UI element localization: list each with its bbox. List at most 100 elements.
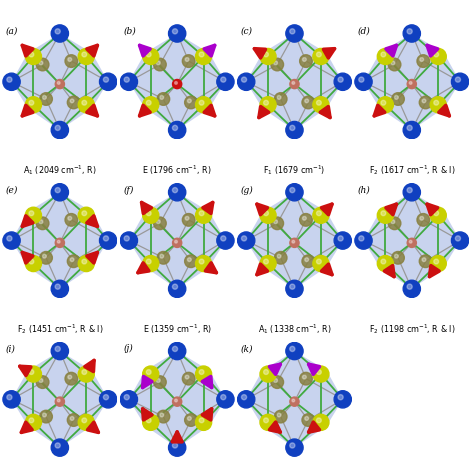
Circle shape (290, 29, 295, 34)
Circle shape (7, 236, 12, 241)
Text: E (1796 cm$^{-1}$, R): E (1796 cm$^{-1}$, R) (143, 164, 212, 177)
Circle shape (359, 236, 364, 241)
Circle shape (39, 61, 43, 65)
Circle shape (173, 80, 182, 89)
Circle shape (305, 99, 309, 103)
Circle shape (434, 100, 438, 105)
Text: F$_1$ (1679 cm$^{-1}$): F$_1$ (1679 cm$^{-1}$) (264, 164, 326, 177)
Circle shape (196, 207, 211, 223)
Circle shape (338, 394, 343, 400)
Circle shape (182, 214, 195, 226)
Circle shape (7, 394, 12, 400)
Circle shape (29, 418, 34, 423)
Circle shape (377, 97, 393, 113)
Circle shape (381, 211, 386, 216)
Circle shape (391, 61, 395, 65)
Circle shape (377, 255, 393, 272)
Circle shape (313, 366, 329, 382)
Circle shape (40, 410, 52, 423)
Circle shape (36, 58, 49, 71)
Polygon shape (246, 192, 343, 289)
Circle shape (51, 280, 68, 298)
Text: F$_2$ (1617 cm$^{-1}$, R & I): F$_2$ (1617 cm$^{-1}$, R & I) (368, 164, 455, 177)
Circle shape (78, 48, 94, 64)
Circle shape (160, 255, 164, 258)
Circle shape (286, 25, 303, 42)
Circle shape (381, 100, 386, 105)
Circle shape (264, 211, 268, 216)
Circle shape (143, 207, 159, 223)
Circle shape (160, 413, 164, 417)
Circle shape (51, 121, 68, 139)
Text: A$_1$ (2049 cm$^{-1}$, R): A$_1$ (2049 cm$^{-1}$, R) (23, 164, 97, 177)
Circle shape (422, 99, 426, 103)
Circle shape (70, 417, 74, 420)
Text: (a): (a) (6, 27, 18, 36)
Circle shape (277, 96, 281, 100)
Circle shape (173, 346, 178, 352)
Circle shape (103, 394, 109, 400)
Circle shape (260, 97, 276, 113)
Circle shape (290, 284, 295, 289)
Circle shape (25, 207, 41, 223)
Circle shape (169, 342, 186, 360)
Circle shape (103, 236, 109, 241)
Circle shape (451, 232, 469, 249)
Circle shape (403, 25, 420, 42)
Circle shape (100, 73, 117, 91)
Circle shape (377, 48, 393, 64)
Circle shape (407, 125, 412, 130)
Polygon shape (11, 34, 108, 130)
Circle shape (174, 82, 177, 84)
Circle shape (381, 52, 386, 57)
Circle shape (430, 97, 447, 113)
Circle shape (173, 397, 182, 406)
Text: (j): (j) (123, 344, 133, 353)
Circle shape (169, 439, 186, 456)
Polygon shape (129, 192, 226, 289)
Circle shape (313, 255, 329, 272)
Circle shape (29, 52, 34, 57)
Circle shape (157, 410, 170, 423)
Circle shape (78, 97, 94, 113)
Circle shape (82, 259, 87, 264)
Circle shape (420, 217, 424, 220)
Circle shape (65, 214, 78, 226)
Polygon shape (11, 192, 108, 289)
Circle shape (156, 61, 160, 65)
Circle shape (70, 99, 74, 103)
Circle shape (302, 58, 306, 62)
Circle shape (199, 370, 204, 374)
Text: A$_1$ (1338 cm$^{-1}$, R): A$_1$ (1338 cm$^{-1}$, R) (257, 322, 331, 336)
Circle shape (290, 238, 299, 247)
Circle shape (143, 48, 159, 64)
Circle shape (286, 439, 303, 456)
Circle shape (156, 220, 160, 224)
Circle shape (317, 259, 321, 264)
Circle shape (392, 93, 404, 105)
Circle shape (277, 413, 281, 417)
Circle shape (199, 52, 204, 57)
Circle shape (29, 370, 34, 374)
Circle shape (290, 188, 295, 193)
Circle shape (434, 259, 438, 264)
Circle shape (196, 366, 211, 382)
Circle shape (43, 413, 46, 417)
Circle shape (290, 443, 295, 448)
Circle shape (260, 414, 276, 430)
Circle shape (124, 394, 129, 400)
Circle shape (65, 373, 78, 385)
Circle shape (407, 188, 412, 193)
Circle shape (7, 77, 12, 82)
Circle shape (185, 255, 197, 267)
Circle shape (43, 255, 46, 258)
Circle shape (260, 255, 276, 272)
Circle shape (196, 48, 211, 64)
Circle shape (264, 100, 268, 105)
Circle shape (173, 188, 178, 193)
Circle shape (157, 93, 170, 105)
Circle shape (355, 73, 372, 91)
Circle shape (388, 58, 401, 71)
Circle shape (237, 232, 255, 249)
Circle shape (173, 29, 178, 34)
